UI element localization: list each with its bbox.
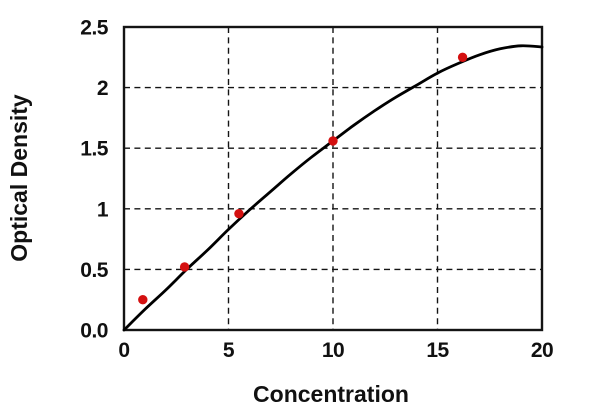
y-tick-label: 1 bbox=[97, 198, 109, 221]
y-tick-label: 1.5 bbox=[80, 138, 109, 161]
data-point bbox=[234, 208, 244, 219]
y-axis-title: Optical Density bbox=[6, 94, 32, 262]
x-tick-label: 15 bbox=[426, 339, 449, 362]
x-tick-label: 20 bbox=[531, 339, 553, 362]
data-point bbox=[457, 52, 468, 62]
plot-frame bbox=[122, 25, 544, 332]
y-tick-label: 2.5 bbox=[80, 17, 109, 40]
frame-layer bbox=[122, 25, 544, 332]
tick-layer: 0 5 10 15 20 0.0 0.5 1 1.5 2 2.5 bbox=[80, 17, 553, 363]
y-tick-label: 2 bbox=[97, 77, 108, 100]
data-point bbox=[179, 262, 190, 272]
x-tick-label: 0 bbox=[118, 339, 129, 362]
x-tick-label: 5 bbox=[223, 339, 235, 362]
y-tick-label: 0.5 bbox=[80, 259, 109, 282]
grid-layer bbox=[124, 27, 542, 330]
y-tick-label: 0.0 bbox=[80, 320, 108, 343]
data-point bbox=[328, 136, 338, 146]
x-tick-label: 10 bbox=[322, 339, 344, 362]
data-point bbox=[138, 295, 148, 305]
x-axis-title: Concentration bbox=[253, 381, 409, 407]
series-layer bbox=[122, 44, 544, 332]
